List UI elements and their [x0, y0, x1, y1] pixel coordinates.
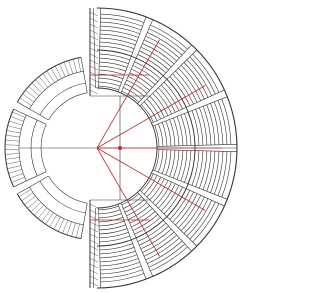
page: (() => { const svg = document.getElement… — [0, 0, 240, 293]
amphitheater-plan — [0, 0, 240, 293]
center-point — [118, 146, 122, 150]
